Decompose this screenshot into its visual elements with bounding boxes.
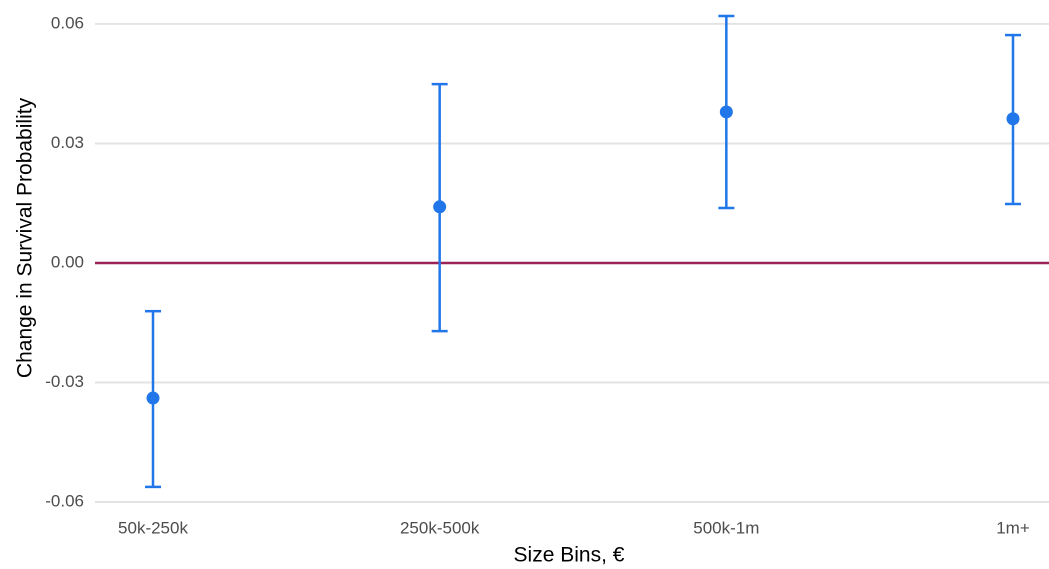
x-tick-label: 250k-500k — [400, 518, 480, 537]
point — [433, 200, 447, 214]
x-tick-label: 500k-1m — [693, 518, 759, 537]
y-tick-label: 0.00 — [51, 252, 84, 271]
x-axis-title: Size Bins, € — [514, 544, 625, 567]
point — [1006, 112, 1020, 126]
y-tick-label: -0.03 — [45, 372, 84, 391]
point — [719, 105, 733, 119]
y-tick-label: -0.06 — [45, 492, 84, 511]
y-tick-label: 0.03 — [51, 133, 84, 152]
point — [146, 391, 160, 405]
y-axis-title: Change in Survival Probability — [14, 97, 37, 378]
x-tick-label: 50k-250k — [118, 518, 188, 537]
y-tick-label: 0.06 — [51, 13, 84, 32]
x-tick-label: 1m+ — [996, 518, 1030, 537]
